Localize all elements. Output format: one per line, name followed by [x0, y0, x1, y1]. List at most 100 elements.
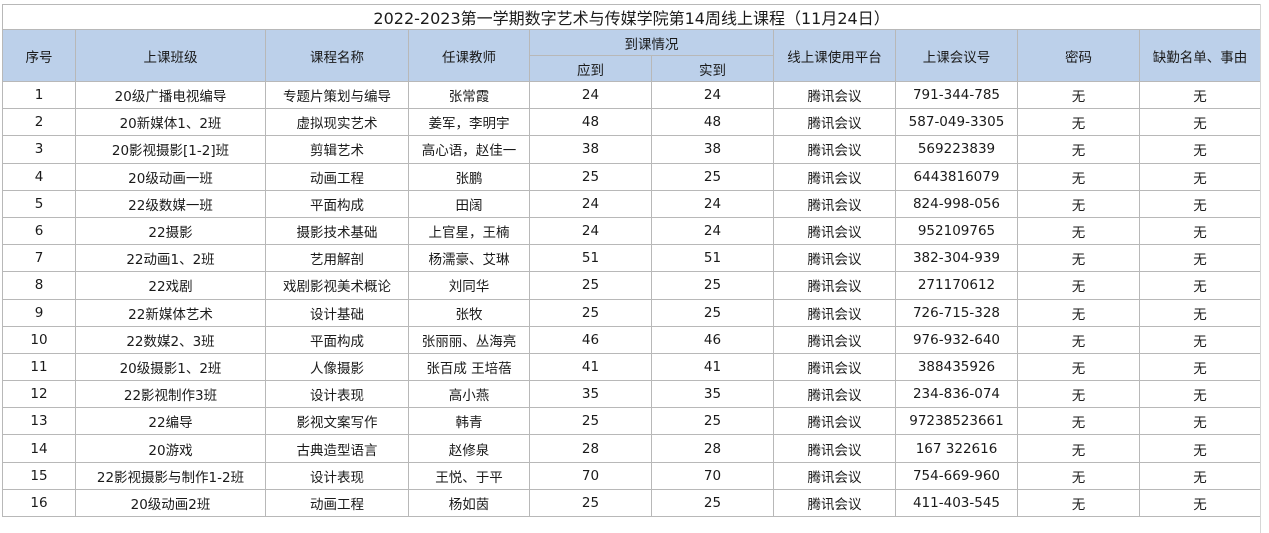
cell-teacher[interactable]: 高小燕 — [408, 380, 530, 409]
cell-meeting-id[interactable]: 569223839 — [895, 135, 1018, 164]
cell-index[interactable]: 10 — [2, 325, 76, 354]
header-course[interactable]: 课程名称 — [265, 29, 409, 82]
cell-meeting-id[interactable]: 824-998-056 — [895, 189, 1018, 218]
cell-index[interactable]: 9 — [2, 298, 76, 327]
cell-password[interactable]: 无 — [1017, 407, 1140, 436]
cell-password[interactable]: 无 — [1017, 162, 1140, 191]
cell-teacher[interactable]: 上官星，王楠 — [408, 216, 530, 246]
cell-absent[interactable]: 无 — [1138, 244, 1262, 273]
cell-index[interactable]: 11 — [2, 352, 76, 382]
cell-expected[interactable]: 35 — [529, 380, 652, 409]
cell-teacher[interactable]: 刘同华 — [408, 271, 530, 300]
header-actual[interactable]: 实到 — [651, 55, 774, 82]
cell-index[interactable]: 2 — [2, 108, 76, 137]
cell-actual[interactable]: 24 — [651, 189, 774, 218]
cell-meeting-id[interactable]: 726-715-328 — [895, 298, 1018, 327]
cell-actual[interactable]: 25 — [651, 488, 774, 518]
cell-teacher[interactable]: 王悦、于平 — [408, 461, 530, 490]
cell-platform[interactable]: 腾讯会议 — [773, 189, 896, 218]
cell-meeting-id[interactable]: 271170612 — [895, 271, 1018, 300]
cell-index[interactable]: 5 — [2, 189, 76, 218]
cell-course[interactable]: 人像摄影 — [265, 352, 409, 382]
cell-meeting-id[interactable]: 754-669-960 — [895, 461, 1018, 490]
cell-expected[interactable]: 25 — [529, 298, 652, 327]
cell-platform[interactable]: 腾讯会议 — [773, 488, 896, 518]
cell-teacher[interactable]: 韩青 — [408, 407, 530, 436]
cell-absent[interactable]: 无 — [1138, 298, 1262, 327]
cell-absent[interactable]: 无 — [1138, 380, 1262, 409]
cell-course[interactable]: 专题片策划与编导 — [265, 80, 409, 110]
cell-platform[interactable]: 腾讯会议 — [773, 271, 896, 300]
cell-course[interactable]: 动画工程 — [265, 488, 409, 518]
cell-absent[interactable]: 无 — [1138, 189, 1262, 218]
cell-password[interactable]: 无 — [1017, 488, 1140, 518]
cell-teacher[interactable]: 杨濡豪、艾琳 — [408, 244, 530, 273]
cell-platform[interactable]: 腾讯会议 — [773, 108, 896, 137]
cell-expected[interactable]: 48 — [529, 108, 652, 137]
cell-teacher[interactable]: 赵修泉 — [408, 434, 530, 463]
cell-index[interactable]: 4 — [2, 162, 76, 191]
cell-actual[interactable]: 46 — [651, 325, 774, 354]
cell-course[interactable]: 影视文案写作 — [265, 407, 409, 436]
cell-index[interactable]: 1 — [2, 80, 76, 110]
header-index[interactable]: 序号 — [2, 29, 76, 82]
cell-course[interactable]: 平面构成 — [265, 189, 409, 218]
cell-platform[interactable]: 腾讯会议 — [773, 380, 896, 409]
table-title[interactable]: 2022-2023第一学期数字艺术与传媒学院第14周线上课程（11月24日） — [1, 4, 1262, 30]
cell-course[interactable]: 设计表现 — [265, 461, 409, 490]
cell-absent[interactable]: 无 — [1138, 80, 1262, 110]
cell-password[interactable]: 无 — [1017, 108, 1140, 137]
header-class[interactable]: 上课班级 — [75, 29, 266, 82]
cell-platform[interactable]: 腾讯会议 — [773, 80, 896, 110]
cell-actual[interactable]: 24 — [651, 80, 774, 110]
cell-platform[interactable]: 腾讯会议 — [773, 352, 896, 382]
cell-password[interactable]: 无 — [1017, 325, 1140, 354]
cell-teacher[interactable]: 田阔 — [408, 189, 530, 218]
cell-password[interactable]: 无 — [1017, 135, 1140, 164]
cell-class[interactable]: 22动画1、2班 — [75, 244, 266, 273]
cell-teacher[interactable]: 张牧 — [408, 298, 530, 327]
cell-meeting-id[interactable]: 167 322616 — [895, 434, 1018, 463]
cell-class[interactable]: 20新媒体1、2班 — [75, 108, 266, 137]
cell-platform[interactable]: 腾讯会议 — [773, 162, 896, 191]
cell-platform[interactable]: 腾讯会议 — [773, 325, 896, 354]
cell-expected[interactable]: 41 — [529, 352, 652, 382]
cell-absent[interactable]: 无 — [1138, 162, 1262, 191]
cell-actual[interactable]: 41 — [651, 352, 774, 382]
cell-index[interactable]: 16 — [2, 488, 76, 518]
cell-teacher[interactable]: 杨如茵 — [408, 488, 530, 518]
cell-class[interactable]: 22新媒体艺术 — [75, 298, 266, 327]
cell-course[interactable]: 艺用解剖 — [265, 244, 409, 273]
cell-password[interactable]: 无 — [1017, 380, 1140, 409]
cell-actual[interactable]: 25 — [651, 162, 774, 191]
cell-expected[interactable]: 46 — [529, 325, 652, 354]
cell-absent[interactable]: 无 — [1138, 135, 1262, 164]
cell-absent[interactable]: 无 — [1138, 271, 1262, 300]
cell-absent[interactable]: 无 — [1138, 488, 1262, 518]
cell-absent[interactable]: 无 — [1138, 352, 1262, 382]
cell-meeting-id[interactable]: 791-344-785 — [895, 80, 1018, 110]
cell-actual[interactable]: 35 — [651, 380, 774, 409]
cell-meeting-id[interactable]: 587-049-3305 — [895, 108, 1018, 137]
cell-password[interactable]: 无 — [1017, 80, 1140, 110]
cell-platform[interactable]: 腾讯会议 — [773, 135, 896, 164]
cell-course[interactable]: 虚拟现实艺术 — [265, 108, 409, 137]
cell-course[interactable]: 平面构成 — [265, 325, 409, 354]
cell-expected[interactable]: 25 — [529, 162, 652, 191]
cell-expected[interactable]: 51 — [529, 244, 652, 273]
cell-absent[interactable]: 无 — [1138, 407, 1262, 436]
cell-teacher[interactable]: 张百成 王培蓓 — [408, 352, 530, 382]
cell-index[interactable]: 8 — [2, 271, 76, 300]
cell-course[interactable]: 动画工程 — [265, 162, 409, 191]
header-platform[interactable]: 线上课使用平台 — [773, 29, 896, 82]
cell-meeting-id[interactable]: 952109765 — [895, 216, 1018, 246]
cell-actual[interactable]: 25 — [651, 407, 774, 436]
cell-actual[interactable]: 38 — [651, 135, 774, 164]
cell-course[interactable]: 戏剧影视美术概论 — [265, 271, 409, 300]
cell-absent[interactable]: 无 — [1138, 325, 1262, 354]
cell-class[interactable]: 22编导 — [75, 407, 266, 436]
cell-teacher[interactable]: 张鹏 — [408, 162, 530, 191]
cell-course[interactable]: 摄影技术基础 — [265, 216, 409, 246]
cell-class[interactable]: 20级动画一班 — [75, 162, 266, 191]
cell-password[interactable]: 无 — [1017, 298, 1140, 327]
